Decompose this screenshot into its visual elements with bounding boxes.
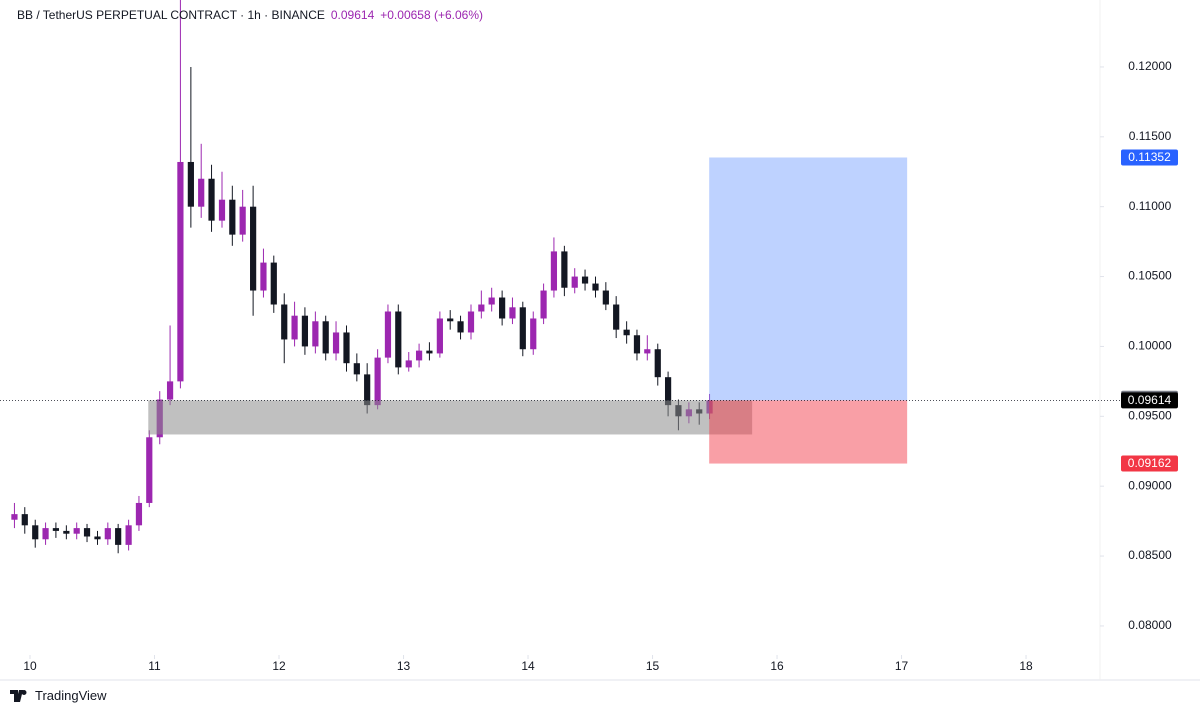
candle-body bbox=[83, 528, 91, 537]
x-tick-label: 18 bbox=[1019, 659, 1033, 673]
candle-body bbox=[436, 318, 443, 354]
candle-body bbox=[11, 514, 18, 520]
candle-body bbox=[395, 311, 402, 368]
candle-body bbox=[530, 318, 537, 350]
candle-body bbox=[52, 528, 60, 531]
change: +0.00658 (+6.06%) bbox=[380, 8, 483, 22]
candle-body bbox=[104, 528, 111, 540]
zone bbox=[709, 157, 908, 401]
candle-body bbox=[405, 360, 412, 368]
candle-body bbox=[467, 311, 475, 333]
candle-body bbox=[364, 374, 371, 406]
header: BB / TetherUS PERPETUAL CONTRACT · 1h · … bbox=[17, 8, 489, 22]
candle-body bbox=[415, 350, 423, 361]
candle-body bbox=[281, 304, 288, 340]
candle-body bbox=[602, 290, 609, 305]
candle-body bbox=[218, 199, 226, 221]
candle-body bbox=[94, 536, 101, 540]
candle-body bbox=[198, 178, 205, 207]
candle-body bbox=[42, 528, 49, 540]
candle-body bbox=[135, 502, 143, 526]
candle-body bbox=[550, 251, 558, 291]
y-tick-label: 0.09500 bbox=[1128, 408, 1172, 422]
candle-body bbox=[540, 290, 547, 319]
y-tick-label: 0.11000 bbox=[1129, 199, 1172, 213]
x-tick-label: 16 bbox=[770, 659, 784, 673]
candle-body bbox=[312, 321, 319, 347]
candle-body bbox=[664, 377, 672, 406]
candle-body bbox=[353, 363, 360, 375]
candle-body bbox=[519, 307, 526, 350]
symbol: BB / TetherUS PERPETUAL CONTRACT · 1h · … bbox=[17, 8, 325, 22]
candle-body bbox=[633, 335, 641, 354]
candle-body bbox=[499, 297, 506, 319]
candle-body bbox=[125, 525, 132, 545]
candle-body bbox=[561, 251, 568, 288]
zone bbox=[709, 400, 908, 464]
zone bbox=[148, 400, 753, 435]
candle-body bbox=[654, 349, 661, 378]
footer: TradingView bbox=[10, 688, 107, 703]
candle-body bbox=[581, 276, 589, 284]
candle-body bbox=[457, 321, 464, 333]
candle-body bbox=[592, 283, 599, 291]
x-tick-label: 15 bbox=[646, 659, 660, 673]
x-tick-label: 11 bbox=[148, 659, 161, 673]
candle-body bbox=[509, 307, 516, 319]
candle-body bbox=[21, 514, 28, 526]
candle-body bbox=[644, 349, 651, 354]
candle-body bbox=[322, 321, 329, 354]
candle-body bbox=[426, 350, 433, 354]
candle-body bbox=[488, 297, 495, 305]
candle-body bbox=[32, 525, 39, 540]
y-tick-label: 0.10000 bbox=[1128, 339, 1172, 353]
candle-body bbox=[177, 161, 184, 382]
y-tick-label: 0.11500 bbox=[1129, 129, 1172, 143]
price-label-box bbox=[1121, 455, 1178, 472]
x-tick-label: 13 bbox=[397, 659, 411, 673]
candle-body bbox=[166, 381, 174, 400]
candle-body bbox=[447, 318, 454, 322]
y-tick-label: 0.12000 bbox=[1128, 59, 1172, 73]
candle-body bbox=[384, 311, 392, 358]
x-tick-label: 10 bbox=[23, 659, 37, 673]
candle-body bbox=[146, 437, 153, 503]
candle-body bbox=[301, 315, 309, 347]
y-tick-label: 0.08000 bbox=[1128, 618, 1172, 632]
candle-body bbox=[291, 315, 298, 340]
candle-body bbox=[374, 357, 381, 406]
candle-body bbox=[571, 276, 578, 288]
candle-body bbox=[115, 528, 122, 545]
candle-body bbox=[73, 528, 80, 534]
x-tick-label: 14 bbox=[521, 659, 535, 673]
brand: TradingView bbox=[35, 688, 107, 703]
y-tick-label: 0.09000 bbox=[1128, 478, 1172, 492]
candle-body bbox=[250, 206, 257, 291]
candle-body bbox=[613, 304, 620, 330]
y-tick-label: 0.08500 bbox=[1128, 548, 1172, 562]
candle-body bbox=[208, 178, 215, 221]
price-label: 0.09614 bbox=[1128, 393, 1172, 407]
candle-body bbox=[63, 530, 70, 534]
candle-body bbox=[239, 206, 246, 235]
logo bbox=[10, 689, 27, 702]
candle-body bbox=[260, 262, 267, 291]
price-label-box bbox=[1121, 149, 1178, 166]
candle-body bbox=[332, 332, 340, 354]
price-label: 0.11352 bbox=[1128, 150, 1171, 164]
price-label-box bbox=[1121, 392, 1178, 409]
x-tick-label: 17 bbox=[895, 659, 909, 673]
candle-body bbox=[229, 199, 236, 235]
candle-body bbox=[187, 161, 194, 207]
candle-body bbox=[270, 262, 277, 305]
price-label: 0.09162 bbox=[1128, 456, 1172, 470]
candle-body bbox=[343, 332, 350, 364]
y-tick-label: 0.10500 bbox=[1128, 269, 1172, 283]
x-tick-label: 12 bbox=[272, 659, 286, 673]
candle-body bbox=[478, 304, 485, 312]
last-price: 0.09614 bbox=[330, 8, 375, 22]
candle-body bbox=[623, 329, 630, 336]
